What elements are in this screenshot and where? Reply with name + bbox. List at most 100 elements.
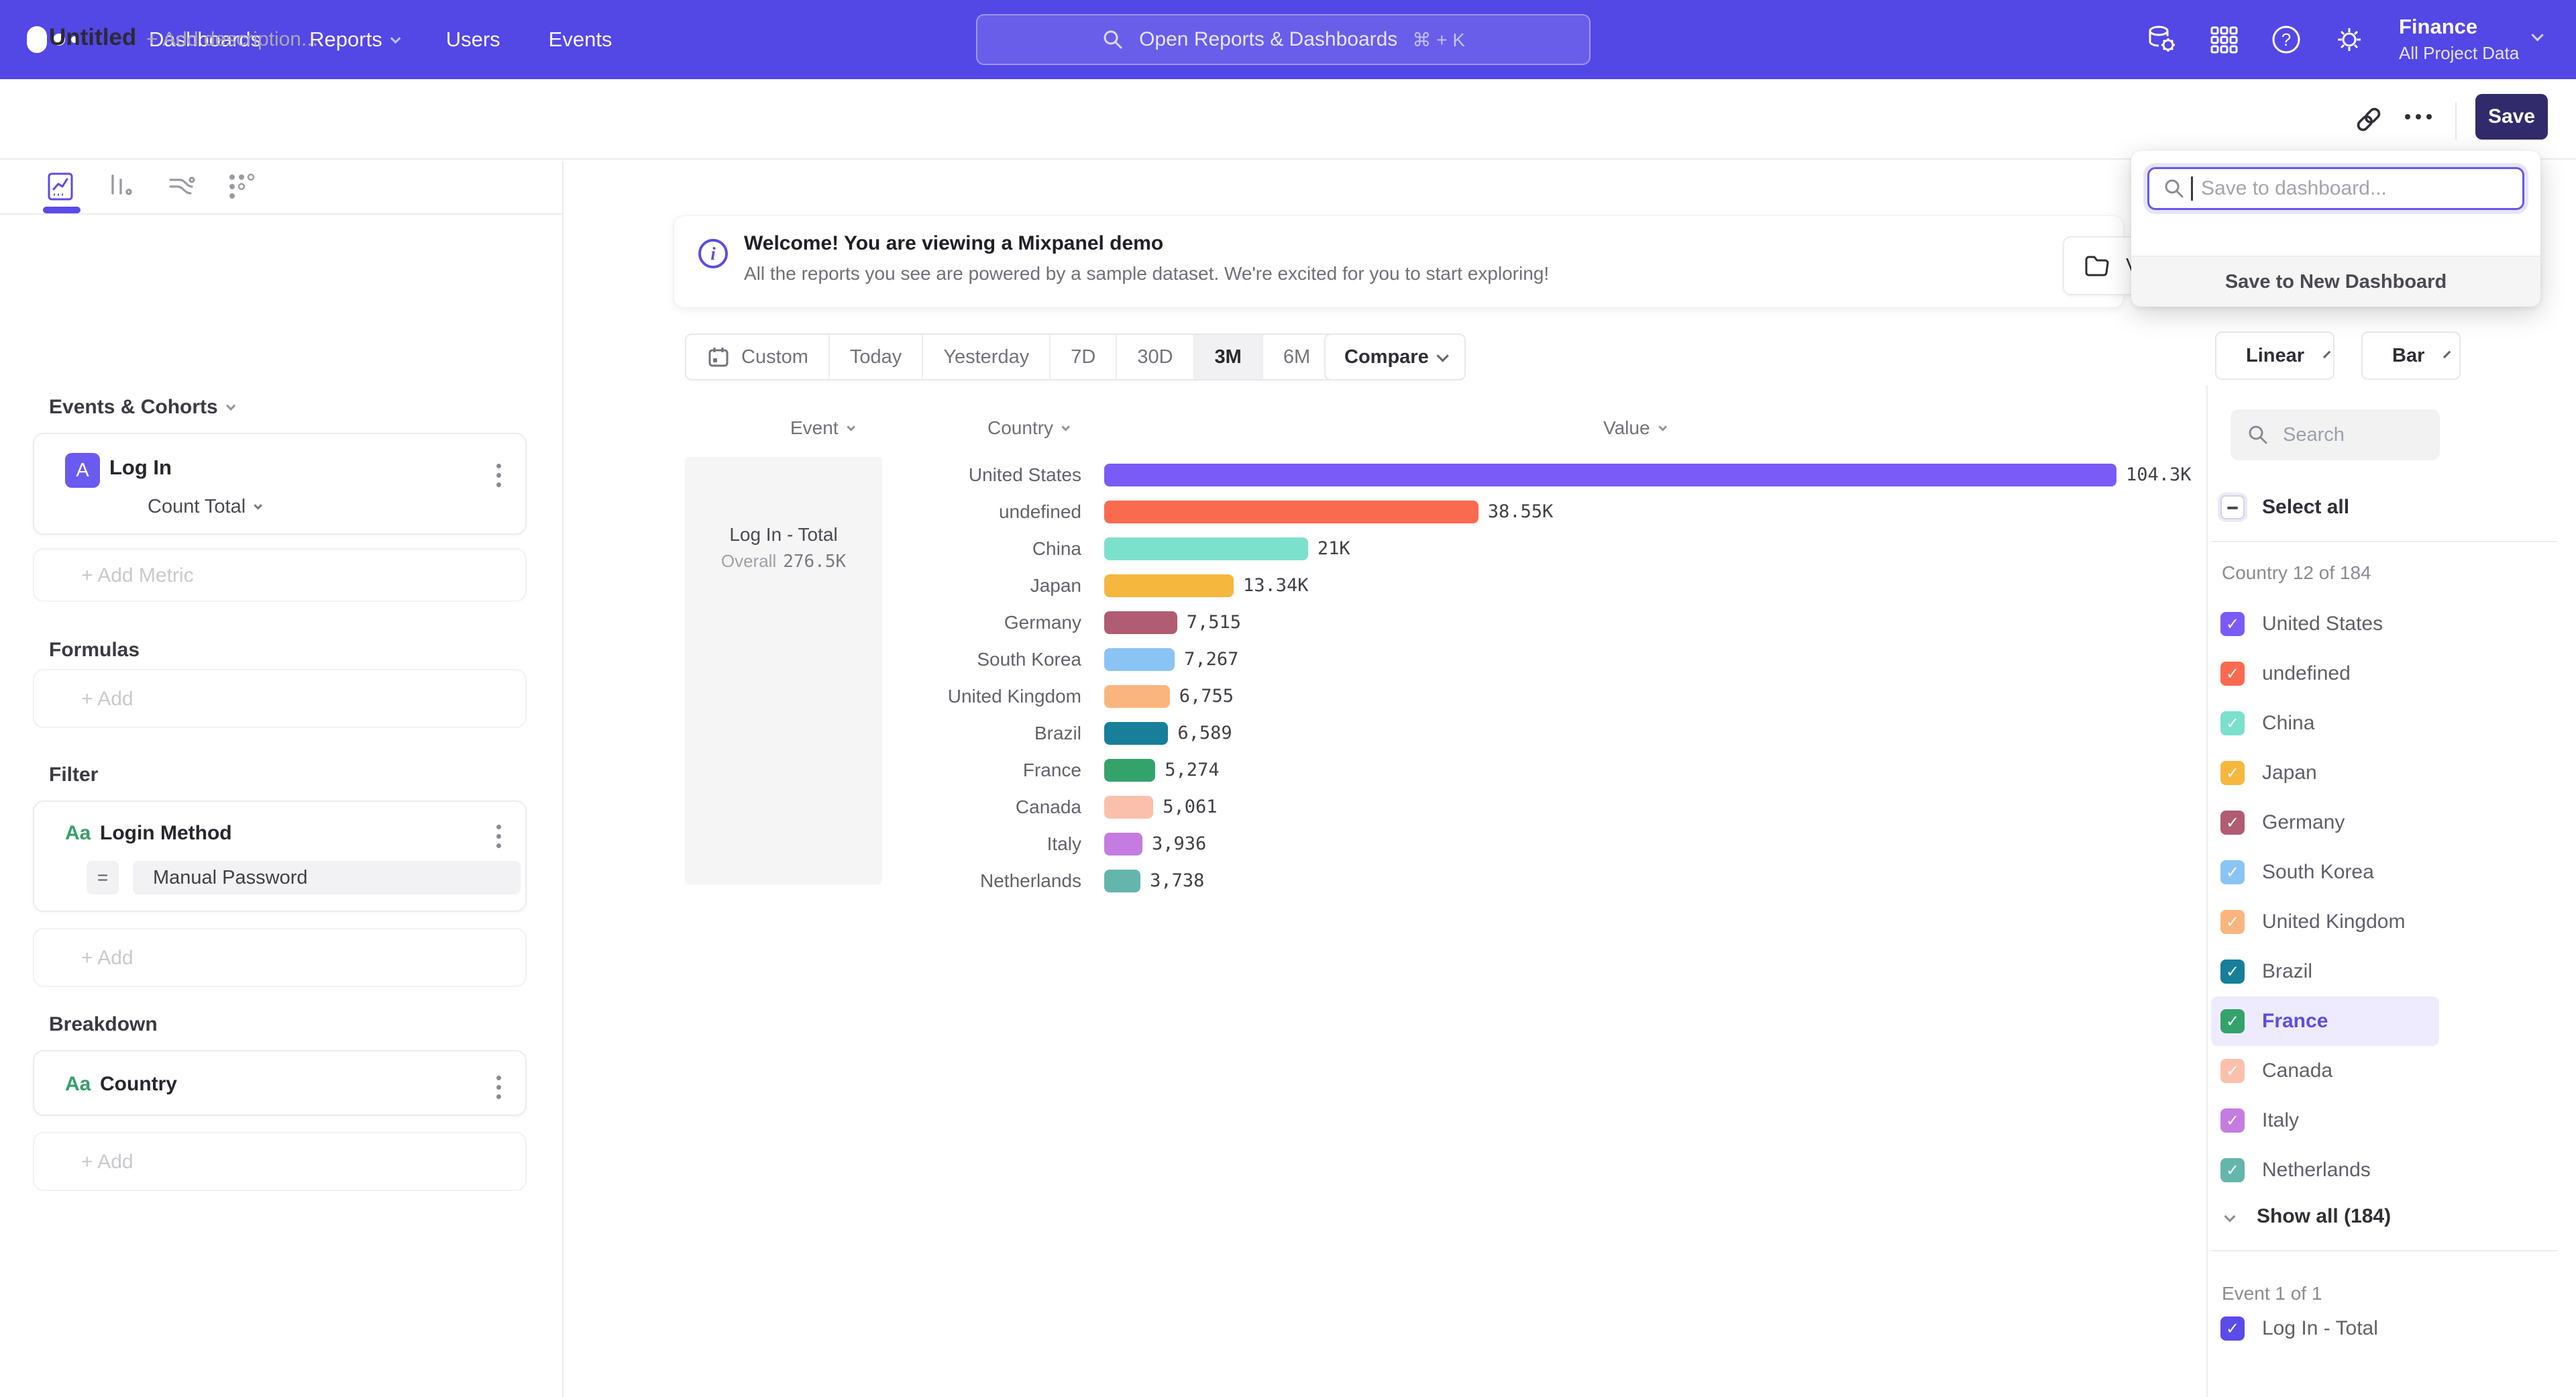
global-search-button[interactable]: Open Reports & Dashboards ⌘ + K <box>976 14 1591 65</box>
kebab-menu-icon[interactable] <box>496 464 501 487</box>
add-metric-button[interactable]: + Add Metric <box>33 548 527 602</box>
bar-row[interactable]: Netherlands 3,738 <box>885 862 2200 899</box>
save-to-new-dashboard-button[interactable]: Save to New Dashboard <box>2131 256 2540 307</box>
tab-insights[interactable] <box>44 170 76 203</box>
kebab-menu-icon[interactable] <box>496 1076 501 1099</box>
project-switcher[interactable]: Finance All Project Data <box>2399 15 2519 64</box>
legend-country-item[interactable]: ✓ Italy <box>2211 1096 2439 1145</box>
apps-grid-icon[interactable] <box>2207 23 2241 56</box>
show-all-button[interactable]: Show all (184) <box>2224 1205 2391 1228</box>
bar-row[interactable]: South Korea 7,267 <box>885 641 2200 678</box>
legend-country-item[interactable]: ✓ Canada <box>2211 1046 2439 1096</box>
more-options-icon[interactable] <box>2405 114 2432 119</box>
copy-link-icon[interactable] <box>2351 102 2386 137</box>
nav-item-events[interactable]: Events <box>549 28 612 52</box>
tab-flows[interactable] <box>165 170 197 203</box>
legend-country-item[interactable]: ✓ Germany <box>2211 798 2439 847</box>
bar[interactable] <box>1104 795 1154 819</box>
checked-checkbox-icon[interactable]: ✓ <box>2220 910 2245 934</box>
nav-item-reports[interactable]: Reports <box>309 28 401 52</box>
filter-property-name[interactable]: Login Method <box>100 822 232 844</box>
settings-gear-icon[interactable] <box>2332 23 2366 56</box>
checked-checkbox-icon[interactable]: ✓ <box>2220 662 2245 686</box>
bar[interactable] <box>1104 574 1234 597</box>
report-title[interactable]: Untitled <box>49 24 137 50</box>
help-icon[interactable]: ? <box>2269 23 2303 56</box>
filter-card[interactable]: Aa Login Method = Manual Password <box>33 800 527 912</box>
bar[interactable] <box>1104 611 1177 634</box>
bar[interactable] <box>1104 758 1156 782</box>
bar-row[interactable]: United Kingdom 6,755 <box>885 678 2200 715</box>
range-3m-active[interactable]: 3M <box>1194 335 1263 379</box>
bar-row[interactable]: Canada 5,061 <box>885 788 2200 825</box>
checked-checkbox-icon[interactable]: ✓ <box>2220 960 2245 984</box>
checked-checkbox-icon[interactable]: ✓ <box>2220 860 2245 884</box>
chart-style-selector[interactable]: Bar <box>2361 331 2461 380</box>
bar[interactable] <box>1104 721 1169 745</box>
scale-selector[interactable]: Linear <box>2215 331 2334 380</box>
range-today[interactable]: Today <box>830 335 924 379</box>
bar-row[interactable]: Brazil 6,589 <box>885 715 2200 752</box>
add-breakdown-button[interactable]: + Add <box>33 1132 527 1191</box>
bar[interactable] <box>1104 684 1170 708</box>
filter-operator[interactable]: = <box>87 861 119 894</box>
bar[interactable] <box>1104 463 2116 486</box>
checked-checkbox-icon[interactable]: ✓ <box>2220 711 2245 735</box>
legend-country-item[interactable]: ✓ United States <box>2211 599 2439 649</box>
breakdown-card[interactable]: Aa Country <box>33 1050 527 1116</box>
breakdown-property-name[interactable]: Country <box>100 1073 177 1095</box>
bar-row[interactable]: Germany 7,515 <box>885 604 2200 641</box>
checked-checkbox-icon[interactable]: ✓ <box>2220 1009 2245 1033</box>
filter-value[interactable]: Manual Password <box>133 861 521 894</box>
event-name[interactable]: Log In <box>109 456 172 479</box>
range-custom[interactable]: Custom <box>686 335 830 379</box>
nav-item-dashboards[interactable]: Dashboards <box>149 28 261 52</box>
bar[interactable] <box>1104 537 1308 560</box>
checked-checkbox-icon[interactable]: ✓ <box>2220 1158 2245 1182</box>
add-filter-button[interactable]: + Add <box>33 928 527 987</box>
save-dashboard-search-input[interactable]: Save to dashboard... <box>2147 167 2524 210</box>
legend-country-item[interactable]: ✓ Brazil <box>2211 947 2439 996</box>
legend-country-item[interactable]: ✓ undefined <box>2211 649 2439 698</box>
bar[interactable] <box>1104 648 1175 671</box>
tab-funnels[interactable] <box>105 170 137 203</box>
checked-checkbox-icon[interactable]: ✓ <box>2220 811 2245 835</box>
range-6m[interactable]: 6M <box>1263 335 1332 379</box>
event-total-cell[interactable]: Log In - Total Overall 276.5K <box>685 457 882 884</box>
add-formula-button[interactable]: + Add <box>33 669 527 728</box>
mixpanel-logo-icon[interactable] <box>27 26 101 53</box>
save-button[interactable]: Save <box>2475 94 2548 140</box>
range-7d[interactable]: 7D <box>1051 335 1118 379</box>
bar-row[interactable]: China 21K <box>885 530 2200 567</box>
bar[interactable] <box>1104 500 1479 523</box>
metric-card[interactable]: A Log In Count Total <box>33 433 527 535</box>
bar-row[interactable]: United States 104.3K <box>885 456 2200 493</box>
add-description-button[interactable]: + Add description... <box>146 28 318 50</box>
compare-button[interactable]: Compare <box>1324 333 1466 380</box>
range-yesterday[interactable]: Yesterday <box>923 335 1051 379</box>
column-header-event[interactable]: Event <box>790 417 855 439</box>
checked-checkbox-icon[interactable]: ✓ <box>2220 1108 2245 1133</box>
checked-checkbox-icon[interactable]: ✓ <box>2220 1059 2245 1083</box>
checked-checkbox-icon[interactable]: ✓ <box>2220 612 2245 636</box>
bar-row[interactable]: undefined 38.55K <box>885 493 2200 530</box>
nav-item-users[interactable]: Users <box>446 28 500 52</box>
bar[interactable] <box>1104 832 1142 856</box>
legend-country-item[interactable]: ✓ China <box>2211 698 2439 748</box>
bar-row[interactable]: France 5,274 <box>885 752 2200 788</box>
legend-country-item[interactable]: ✓ South Korea <box>2211 847 2439 897</box>
checked-checkbox-icon[interactable]: ✓ <box>2220 761 2245 785</box>
aggregation-selector[interactable]: Count Total <box>148 496 263 518</box>
bar-row[interactable]: Italy 3,936 <box>885 825 2200 862</box>
bar[interactable] <box>1104 869 1141 892</box>
legend-search-input[interactable]: Search <box>2231 409 2440 460</box>
column-header-value[interactable]: Value <box>1603 417 1667 439</box>
event-legend-item[interactable]: ✓ Log In - Total <box>2220 1316 2378 1341</box>
events-cohorts-header[interactable]: Events & Cohorts <box>49 396 235 419</box>
kebab-menu-icon[interactable] <box>496 825 501 848</box>
column-header-country[interactable]: Country <box>987 417 1071 439</box>
select-all-checkbox[interactable]: Select all <box>2220 495 2349 519</box>
data-management-icon[interactable] <box>2144 23 2178 56</box>
range-30d[interactable]: 30D <box>1117 335 1195 379</box>
legend-country-item[interactable]: ✓ United Kingdom <box>2211 897 2439 947</box>
